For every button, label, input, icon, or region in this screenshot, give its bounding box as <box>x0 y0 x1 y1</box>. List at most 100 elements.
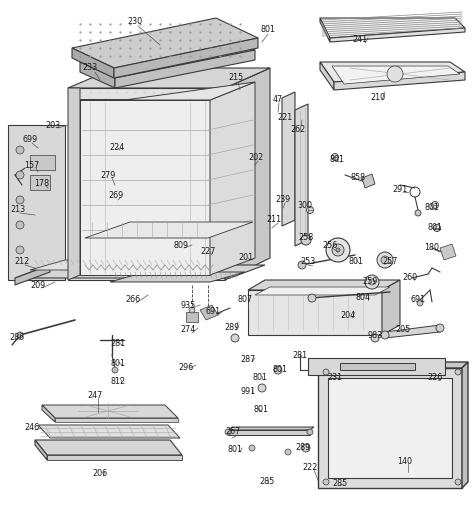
Text: 281: 281 <box>292 350 308 360</box>
Text: 178: 178 <box>35 178 50 187</box>
Circle shape <box>417 300 423 306</box>
Text: 222: 222 <box>302 464 318 473</box>
Text: 260: 260 <box>402 274 418 282</box>
Text: 201: 201 <box>238 254 254 263</box>
Polygon shape <box>330 28 465 42</box>
Polygon shape <box>248 280 400 290</box>
Polygon shape <box>320 18 330 42</box>
Text: 285: 285 <box>259 478 274 486</box>
Circle shape <box>415 210 421 216</box>
Polygon shape <box>228 427 314 430</box>
Polygon shape <box>110 272 245 282</box>
Circle shape <box>377 252 393 268</box>
Text: 801: 801 <box>425 204 439 213</box>
Circle shape <box>307 429 313 435</box>
Text: 286: 286 <box>9 333 25 342</box>
Text: 157: 157 <box>24 161 40 170</box>
Polygon shape <box>228 430 310 435</box>
Circle shape <box>298 261 306 269</box>
Polygon shape <box>55 418 178 422</box>
Text: 812: 812 <box>110 378 126 386</box>
Circle shape <box>17 332 23 338</box>
Text: 983: 983 <box>367 330 383 339</box>
Text: 935: 935 <box>181 300 196 310</box>
Polygon shape <box>35 440 182 455</box>
Text: 241: 241 <box>353 35 367 44</box>
Text: 210: 210 <box>371 93 385 103</box>
Polygon shape <box>68 88 80 280</box>
Text: 274: 274 <box>181 326 196 334</box>
Text: 801: 801 <box>261 25 275 34</box>
Circle shape <box>16 196 24 204</box>
Text: 287: 287 <box>240 356 255 365</box>
Polygon shape <box>225 68 270 280</box>
Polygon shape <box>80 82 255 100</box>
Circle shape <box>455 479 461 485</box>
Circle shape <box>16 146 24 154</box>
Polygon shape <box>80 34 255 78</box>
Circle shape <box>336 248 340 252</box>
Circle shape <box>323 369 329 375</box>
Text: 801: 801 <box>253 374 267 382</box>
Circle shape <box>371 334 379 342</box>
Polygon shape <box>8 125 65 280</box>
Text: 279: 279 <box>100 171 116 179</box>
Text: 212: 212 <box>14 258 29 267</box>
Circle shape <box>16 221 24 229</box>
Polygon shape <box>42 405 55 422</box>
Polygon shape <box>210 82 255 275</box>
Polygon shape <box>295 104 308 246</box>
Circle shape <box>274 366 282 374</box>
Circle shape <box>369 279 375 285</box>
Polygon shape <box>248 290 382 335</box>
Polygon shape <box>80 100 210 275</box>
Polygon shape <box>282 92 295 226</box>
Text: 231: 231 <box>328 374 343 382</box>
Circle shape <box>331 154 338 161</box>
Circle shape <box>323 479 329 485</box>
Polygon shape <box>85 222 253 238</box>
Text: 227: 227 <box>201 247 216 257</box>
Circle shape <box>249 445 255 451</box>
Text: 211: 211 <box>266 216 282 225</box>
Text: 226: 226 <box>428 374 443 382</box>
Text: 47: 47 <box>273 95 283 105</box>
Circle shape <box>258 384 266 392</box>
Text: 296: 296 <box>178 363 193 372</box>
Text: 213: 213 <box>10 206 26 215</box>
Polygon shape <box>385 325 440 338</box>
Circle shape <box>381 256 389 264</box>
Text: 267: 267 <box>225 428 241 436</box>
Polygon shape <box>332 66 460 84</box>
Polygon shape <box>38 425 180 438</box>
Circle shape <box>112 367 118 373</box>
Text: 809: 809 <box>173 240 189 249</box>
Text: 269: 269 <box>109 191 124 200</box>
Text: 258: 258 <box>298 233 314 242</box>
Circle shape <box>301 235 311 245</box>
Polygon shape <box>42 405 178 418</box>
Text: 691: 691 <box>410 295 426 305</box>
Polygon shape <box>115 50 255 88</box>
Text: 262: 262 <box>291 126 306 134</box>
Text: 300: 300 <box>298 200 312 210</box>
Text: 206: 206 <box>92 470 108 479</box>
Polygon shape <box>80 62 115 88</box>
Text: 204: 204 <box>340 311 356 320</box>
Circle shape <box>16 171 24 179</box>
Polygon shape <box>320 62 334 90</box>
Text: 699: 699 <box>22 135 37 144</box>
Text: 253: 253 <box>301 258 316 267</box>
Polygon shape <box>328 378 452 478</box>
Text: 239: 239 <box>275 195 291 205</box>
Circle shape <box>431 201 438 209</box>
Polygon shape <box>318 362 468 368</box>
Circle shape <box>189 307 195 313</box>
Circle shape <box>285 449 291 455</box>
Polygon shape <box>15 265 265 278</box>
Text: 205: 205 <box>395 326 410 334</box>
Text: 991: 991 <box>240 387 255 396</box>
Polygon shape <box>334 72 465 90</box>
Polygon shape <box>30 155 55 170</box>
Text: 807: 807 <box>237 295 253 305</box>
